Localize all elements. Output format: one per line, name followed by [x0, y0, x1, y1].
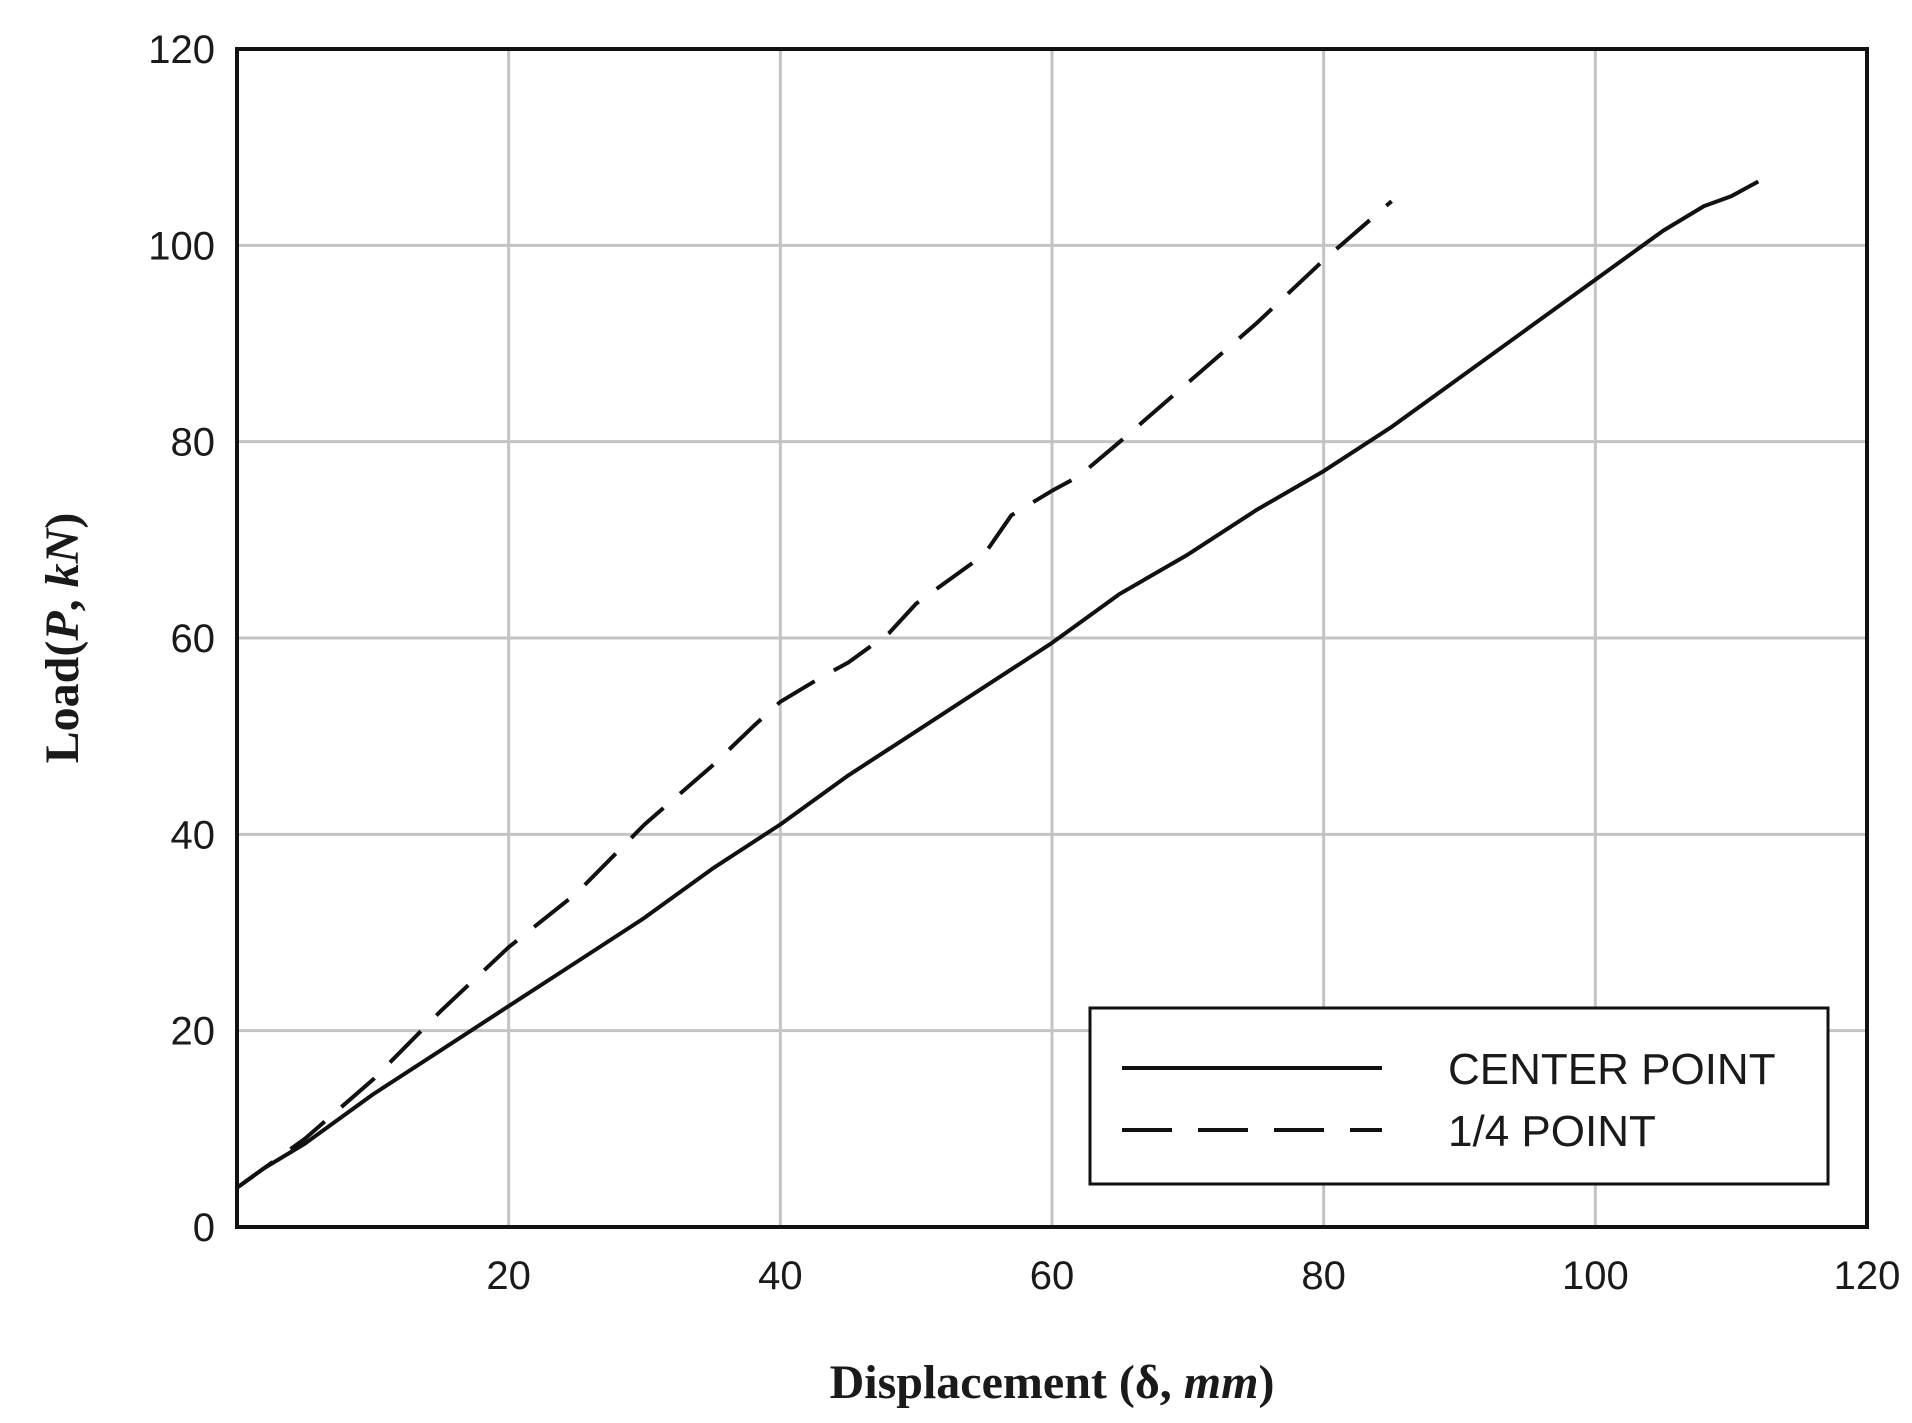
y-axis-title: Load(P, kN) [36, 513, 89, 764]
x-tick-label: 60 [1030, 1254, 1075, 1298]
legend-label-center-point: CENTER POINT [1448, 1045, 1776, 1094]
y-tick-label: 80 [171, 421, 216, 465]
y-tick-label: 120 [148, 28, 215, 72]
x-axis-title: Displacement (δ, mm) [830, 1356, 1275, 1409]
series-layer [235, 179, 1760, 1190]
y-axis-ticks: 0 20 40 60 80 100 120 [148, 28, 215, 1250]
legend-box [1088, 1006, 1830, 1186]
y-tick-label: 60 [171, 617, 216, 661]
series-line-center-point [235, 179, 1760, 1190]
x-tick-label: 20 [486, 1254, 531, 1298]
series-line-quarter-point [235, 199, 1393, 1190]
plot-frame [235, 47, 1869, 1229]
legend-label-quarter-point: 1/4 POINT [1448, 1107, 1656, 1156]
y-tick-label: 40 [171, 813, 216, 857]
x-axis-ticks: 20 40 60 80 100 120 [486, 1254, 1900, 1298]
y-tick-label: 0 [193, 1206, 215, 1250]
y-tick-label: 100 [148, 224, 215, 268]
x-tick-label: 100 [1562, 1254, 1629, 1298]
legend: CENTER POINT 1/4 POINT [1088, 1006, 1830, 1186]
y-tick-label: 20 [171, 1010, 216, 1054]
x-tick-label: 80 [1301, 1254, 1346, 1298]
x-tick-label: 40 [758, 1254, 803, 1298]
x-tick-label: 120 [1834, 1254, 1901, 1298]
grid-lines [237, 49, 1867, 1227]
